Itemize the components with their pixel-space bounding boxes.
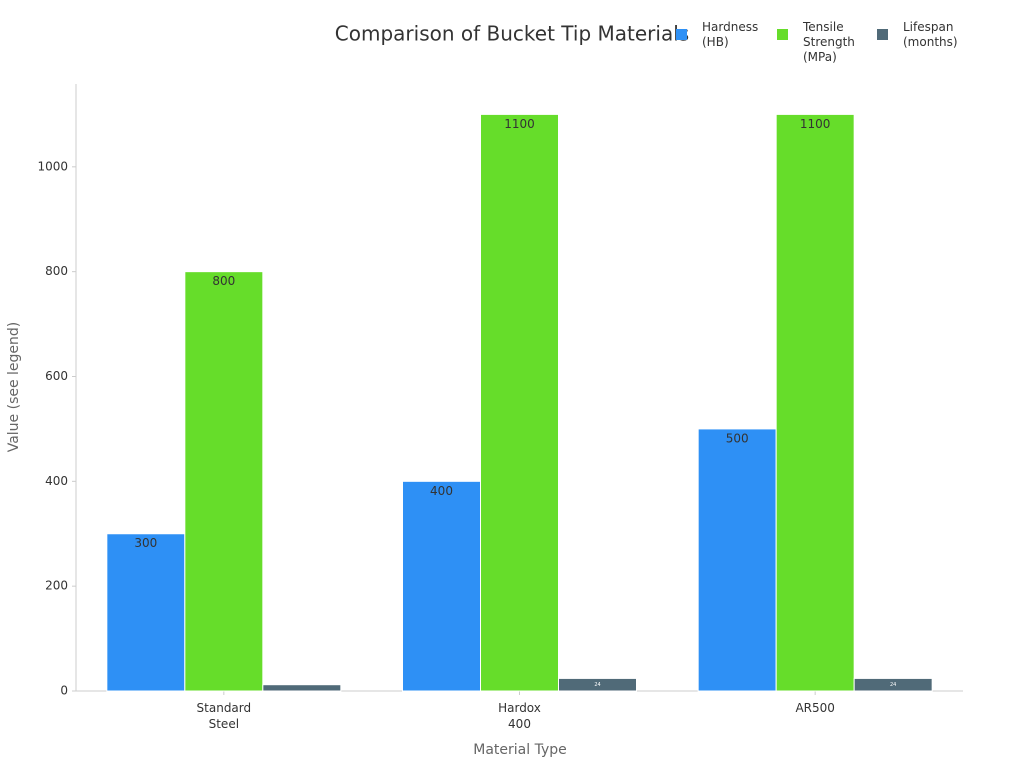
x-tick-label: AR500 (795, 701, 834, 715)
x-axis-title: Material Type (473, 742, 566, 758)
data-label: 1100 (504, 117, 535, 131)
legend-swatch (777, 29, 788, 40)
bar (775, 113, 855, 692)
bar (558, 677, 637, 692)
bar (184, 271, 264, 692)
bar (480, 113, 559, 692)
legend-label: Hardness (HB) (702, 20, 758, 49)
data-label: 800 (212, 274, 235, 288)
chart-title: Comparison of Bucket Tip Materials (335, 22, 689, 46)
data-label: 400 (430, 484, 453, 498)
x-tick-label: Hardox 400 (498, 701, 541, 731)
data-label: 24 (594, 682, 600, 688)
y-tick-label: 0 (60, 684, 68, 698)
x-tick-label: Standard Steel (197, 701, 252, 731)
y-tick-label: 1000 (37, 159, 68, 173)
data-label: 24 (890, 682, 896, 688)
bar (106, 533, 186, 692)
y-tick-label: 800 (45, 264, 68, 278)
bar (697, 428, 777, 692)
y-tick-label: 600 (45, 369, 68, 383)
bar (262, 684, 342, 692)
y-tick-label: 200 (45, 579, 68, 593)
y-tick-label: 400 (45, 474, 68, 488)
bar (853, 677, 933, 692)
data-label: 300 (134, 536, 157, 550)
bar (402, 480, 481, 692)
y-axis-title: Value (see legend) (6, 322, 22, 453)
data-label: 500 (726, 431, 749, 445)
legend-label: Tensile Strength (MPa) (802, 20, 855, 64)
data-label: 1100 (800, 117, 831, 131)
legend-label: Lifespan (months) (903, 20, 958, 49)
legend-swatch (676, 29, 687, 40)
legend-swatch (877, 29, 888, 40)
